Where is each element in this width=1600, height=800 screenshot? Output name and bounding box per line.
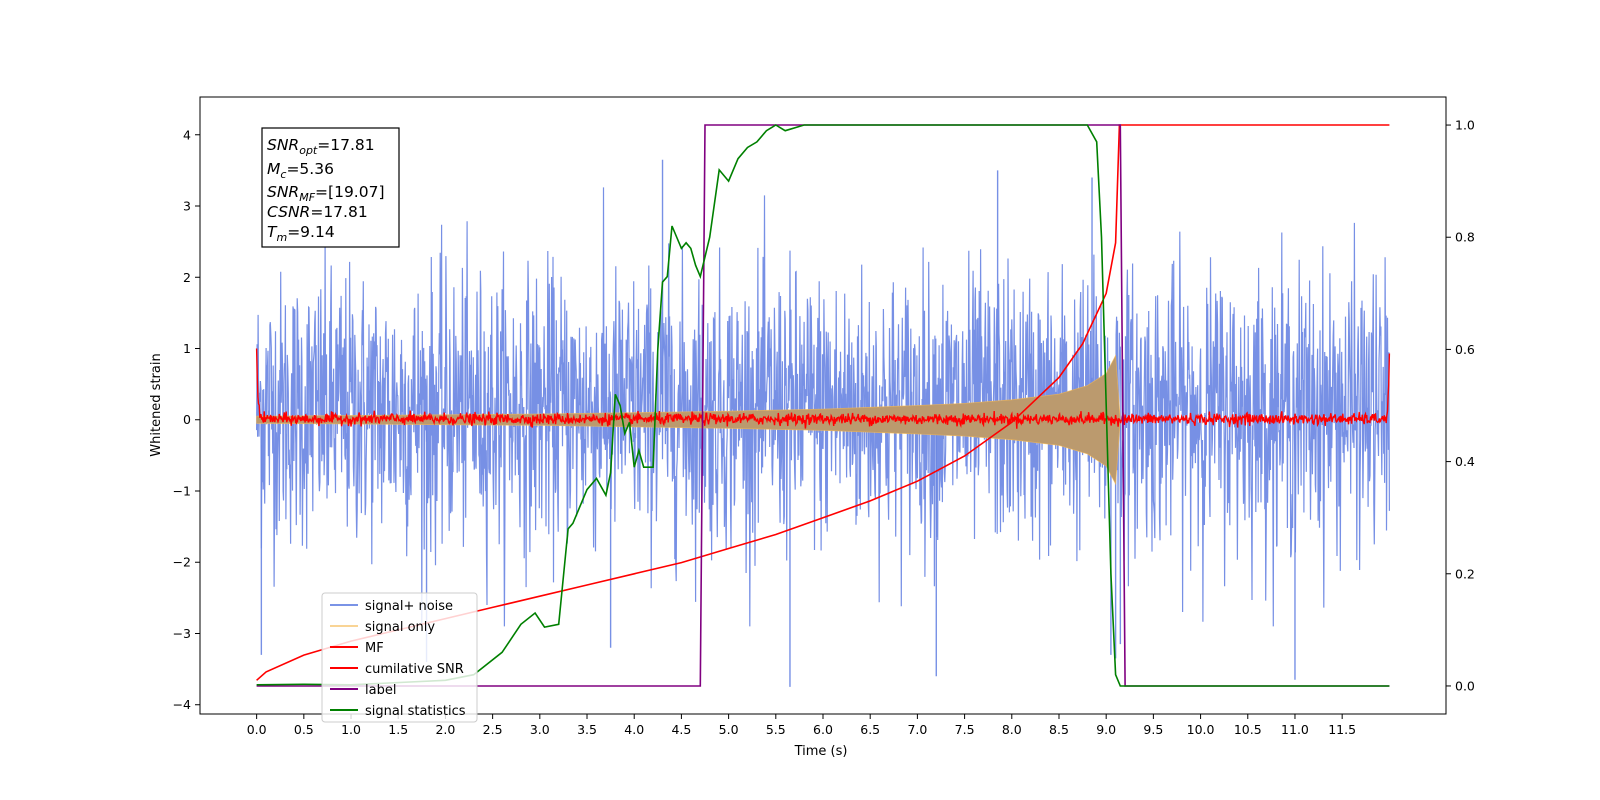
- x-tick-label: 2.5: [483, 722, 503, 737]
- legend-item-signal-statistics: signal statistics: [330, 704, 466, 719]
- y-left-tick-label: 4: [183, 127, 191, 142]
- legend-label-signal-only: signal only: [365, 620, 435, 635]
- y-left-tick-label: −3: [173, 626, 191, 641]
- y-left-tick-label: 3: [183, 199, 191, 214]
- stat-csnr-value: =17.81: [310, 203, 367, 221]
- stat-tm-value: =9.14: [287, 223, 335, 241]
- stat-mc-value: =5.36: [286, 160, 334, 178]
- x-tick-label: 11.0: [1281, 722, 1309, 737]
- signal-statistics-line: [256, 124, 1390, 687]
- x-tick-label: 0.5: [294, 722, 314, 737]
- legend-label-mf: MF: [365, 641, 384, 656]
- signal-plus-noise-line: [256, 187, 1390, 627]
- signal-plus-noise-series: [256, 159, 1390, 687]
- right-y-axis-ticks: 0.0 0.2 0.4 0.6 0.8 1.0: [1446, 118, 1475, 693]
- y-right-tick-label: 0.8: [1455, 230, 1475, 245]
- y-right-tick-label: 0.4: [1455, 454, 1475, 469]
- y-right-tick-label: 0.2: [1455, 566, 1475, 581]
- x-axis-label: Time (s): [794, 744, 848, 759]
- stat-snr-mf-base: SNR: [267, 183, 299, 201]
- stat-csnr-base: CSNR: [267, 203, 310, 221]
- signal-statistics-series: [256, 124, 1390, 687]
- legend-item-signal-noise: signal+ noise: [330, 599, 453, 614]
- y-left-tick-label: 0: [183, 412, 191, 427]
- stat-tm: Tm=9.14: [267, 223, 335, 244]
- y-left-tick-label: −1: [173, 483, 191, 498]
- stats-box: SNRopt=17.81 Mc=5.36 SNRMF=[19.07] CSNR=…: [261, 127, 400, 248]
- x-tick-label: 4.0: [624, 722, 644, 737]
- x-tick-label: 1.0: [341, 722, 361, 737]
- x-tick-label: 4.5: [671, 722, 691, 737]
- y-right-tick-label: 0.6: [1455, 342, 1475, 357]
- stat-snr-mf-sub: MF: [299, 191, 315, 204]
- stat-snr-opt: SNRopt=17.81: [267, 136, 375, 157]
- stat-snr-mf: SNRMF=[19.07]: [267, 183, 385, 204]
- stat-mc: Mc=5.36: [267, 160, 334, 181]
- stats-box-frame: [261, 127, 400, 248]
- x-tick-label: 3.0: [530, 722, 550, 737]
- x-tick-label: 7.0: [907, 722, 927, 737]
- x-tick-label: 8.0: [1002, 722, 1022, 737]
- stat-tm-base: T: [267, 223, 278, 241]
- x-tick-label: 5.5: [766, 722, 786, 737]
- legend-item-label: label: [330, 683, 396, 698]
- signal-only-envelope: [256, 354, 1121, 486]
- x-tick-label: 11.5: [1328, 722, 1356, 737]
- legend-label-signal-noise: signal+ noise: [365, 599, 453, 614]
- y-left-tick-label: 2: [183, 270, 191, 285]
- x-tick-label: 7.5: [955, 722, 975, 737]
- y-left-tick-label: 1: [183, 341, 191, 356]
- plot-area: [255, 124, 1391, 687]
- legend-item-cumilative-snr: cumilative SNR: [330, 662, 464, 677]
- legend: signal+ noise signal only MF cumilative …: [321, 592, 478, 723]
- stat-snr-opt-base: SNR: [267, 136, 299, 154]
- signal-only-series: [256, 354, 1121, 486]
- stat-csnr: CSNR=17.81: [267, 203, 368, 221]
- stat-mc-base: M: [267, 160, 280, 178]
- mf-series: [255, 348, 1391, 429]
- x-tick-label: 9.0: [1096, 722, 1116, 737]
- legend-label-cumilative-snr: cumilative SNR: [365, 662, 464, 677]
- x-tick-label: 9.5: [1143, 722, 1163, 737]
- legend-item-mf: MF: [330, 641, 384, 656]
- legend-label-signal-statistics: signal statistics: [365, 704, 466, 719]
- x-tick-label: 10.5: [1234, 722, 1262, 737]
- stat-snr-opt-value: =17.81: [317, 136, 374, 154]
- y-left-tick-label: −2: [173, 555, 191, 570]
- x-tick-label: 5.0: [719, 722, 739, 737]
- stat-snr-opt-sub: opt: [299, 144, 318, 157]
- x-tick-label: 2.0: [435, 722, 455, 737]
- y-right-tick-label: 1.0: [1455, 118, 1475, 133]
- legend-label-label: label: [365, 683, 396, 698]
- stat-mc-sub: c: [280, 168, 286, 181]
- stat-tm-sub: m: [276, 231, 287, 244]
- legend-item-signal-only: signal only: [330, 620, 435, 635]
- x-tick-label: 8.5: [1049, 722, 1069, 737]
- x-tick-label: 3.5: [577, 722, 597, 737]
- stat-snr-mf-value: =[19.07]: [315, 183, 384, 201]
- y-right-tick-label: 0.0: [1455, 678, 1475, 693]
- mf-line: [255, 348, 1391, 429]
- x-tick-label: 0.0: [247, 722, 267, 737]
- left-y-axis-ticks: −4 −3 −2 −1 0 1 2 3 4: [173, 127, 200, 712]
- x-tick-label: 1.5: [388, 722, 408, 737]
- y-axis-label: Whitened strain: [149, 353, 164, 456]
- x-tick-label: 6.0: [813, 722, 833, 737]
- legend-frame: [321, 592, 478, 723]
- x-tick-label: 6.5: [860, 722, 880, 737]
- y-left-tick-label: −4: [173, 697, 191, 712]
- x-tick-label: 10.0: [1187, 722, 1215, 737]
- x-axis-ticks: 0.0 0.5 1.0 1.5 2.0 2.5 3.0 3.5 4.0 4.5 5.0 5.5 6.0 6…: [247, 714, 1356, 737]
